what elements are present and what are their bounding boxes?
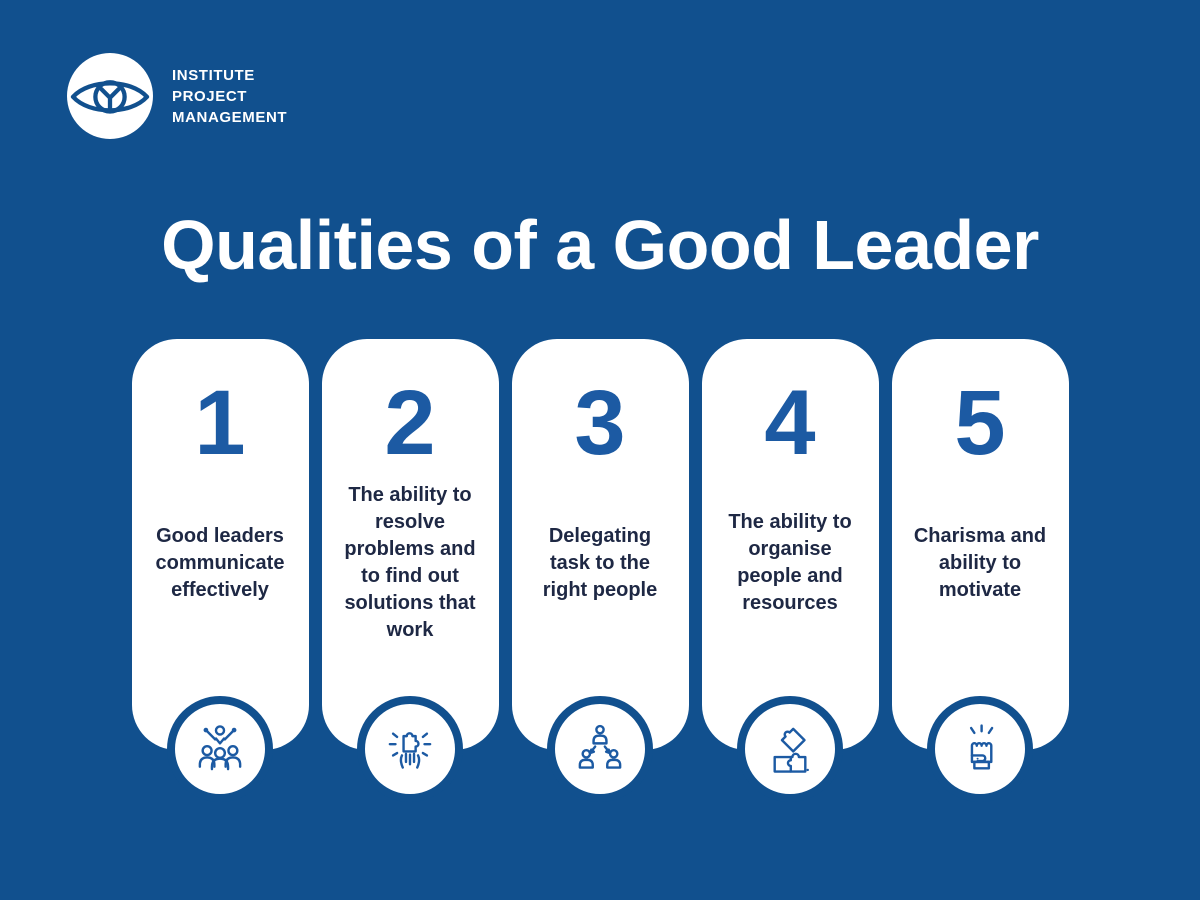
quality-card-4: 4 The ability to organise people and res… — [701, 339, 879, 802]
quality-card-5: 5 Charisma and ability to motivate — [891, 339, 1069, 802]
quality-card-1: 1 Good leaders communicate effectively — [131, 339, 309, 802]
card-number: 4 — [764, 372, 816, 474]
card-description: Good leaders communicate effectively — [155, 524, 285, 601]
card-description: The ability to resolve problems and to f… — [344, 484, 476, 641]
card-icon-badge — [357, 696, 463, 802]
card-description: Delegating task to the right people — [542, 524, 658, 601]
quality-card-3: 3 Delegating task to the right people — [511, 339, 689, 802]
card-icon-badge — [167, 696, 273, 802]
card-description: The ability to organise people and resou… — [728, 511, 852, 614]
card-number: 1 — [194, 372, 246, 474]
brand-logo: INSTITUTE PROJECT MANAGEMENT — [67, 53, 287, 139]
brand-name: INSTITUTE PROJECT MANAGEMENT — [172, 66, 288, 126]
qualities-card-row: 1 Good leaders communicate effectively — [0, 339, 1200, 802]
page-title: Qualities of a Good Leader — [161, 206, 1039, 284]
card-icon-badge — [547, 696, 653, 802]
card-icon-badge — [927, 696, 1033, 802]
delegation-icon — [578, 724, 622, 769]
card-number: 3 — [574, 372, 626, 474]
card-number: 5 — [954, 372, 1006, 474]
motivation-fist-icon — [969, 724, 994, 770]
team-cheer-icon — [198, 725, 242, 771]
organise-puzzle-icon — [773, 727, 809, 773]
quality-card-2: 2 The ability to resolve problems and to… — [321, 339, 499, 802]
eye-logo-icon — [67, 53, 153, 139]
card-description: Charisma and ability to motivate — [913, 524, 1047, 601]
card-number: 2 — [384, 372, 436, 474]
card-icon-badge — [737, 696, 843, 802]
problem-solving-icon — [388, 732, 432, 769]
